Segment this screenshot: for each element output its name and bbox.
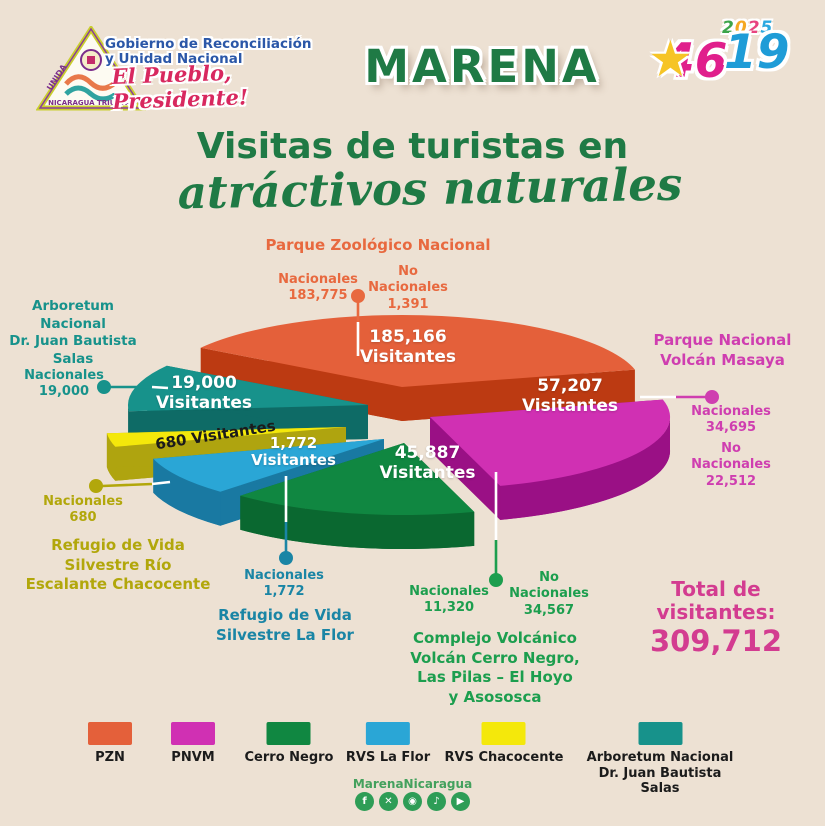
pie-slice-pnvm (430, 399, 671, 520)
legend-item-laflor: RVS La Flor (346, 722, 430, 766)
government-emblem: UNIDA NICARAGUA TRIUNFA! (36, 26, 146, 111)
pie-slice-cerro-negro (240, 443, 475, 550)
emblem-sun-core (87, 56, 95, 64)
emblem-wave-orange (64, 74, 118, 91)
legend-label-arboretum: Arboretum Nacional Dr. Juan Bautista Sal… (586, 750, 734, 797)
legend-swatch-laflor (365, 722, 410, 745)
social-handle: MarenaNicaragua (352, 777, 473, 791)
legend-item-pnvm: PNVM (171, 722, 215, 766)
legend-swatch-chacocente (481, 722, 526, 745)
emblem-triangle-inner (38, 27, 144, 109)
instagram-icon[interactable]: ◉ (403, 792, 422, 811)
government-name: Gobierno de Reconciliación y Unidad Naci… (105, 36, 335, 68)
callout-rvs-chacocente (89, 479, 171, 493)
callout-dot-pzn (351, 289, 365, 303)
star-icon: ★ (648, 30, 693, 88)
label-laflor-visitors: 1,772 Visitantes (251, 434, 336, 470)
label-laflor-nacionales: Nacionales 1,772 (244, 568, 324, 600)
label-cerro-nacionales: Nacionales 11,320 (409, 584, 489, 616)
callout-pzn (351, 289, 365, 356)
legend-swatch-pnvm (171, 722, 215, 745)
legend-swatch-pzn (88, 722, 132, 745)
callout-dot-rvs-chacocente (89, 479, 103, 493)
facebook-icon[interactable]: f (355, 792, 374, 811)
label-laflor-park: Refugio de Vida Silvestre La Flor (216, 606, 354, 644)
legend-label-laflor: RVS La Flor (345, 750, 431, 765)
label-arboretum-nacionales: Nacionales 19,000 (24, 368, 104, 400)
legend-label-chacocente: RVS Chacocente (444, 750, 564, 765)
legend-swatch-arboretum (638, 722, 682, 745)
year-digit-3: 2 (747, 18, 761, 38)
page-title-line1: Visitas de turistas en (196, 126, 629, 167)
label-pnvm-park: Parque Nacional Volcán Masaya (653, 331, 792, 369)
emblem-wave-teal (64, 85, 118, 102)
government-line1: Gobierno de Reconciliación (105, 36, 312, 52)
year-digit-2: 0 (734, 18, 748, 38)
anniversary-19: 19 (724, 25, 790, 80)
x-icon[interactable]: ✕ (379, 792, 398, 811)
legend-item-chacocente: RVS Chacocente (444, 722, 564, 766)
label-arboretum-park: Arboretum Nacional Dr. Juan Bautista Sal… (9, 298, 137, 367)
callout-dot-cerro-negro (489, 573, 503, 587)
label-pzn-visitors: 185,166 Visitantes (359, 327, 457, 367)
tiktok-icon[interactable]: ♪ (427, 792, 446, 811)
anniversary-logo: 2025 46 19 ★ (648, 16, 813, 111)
legend-label-pnvm: PNVM (171, 750, 215, 765)
label-chacocente-nacionales: Nacionales 680 (43, 494, 123, 526)
government-line2: y Unidad Nacional (105, 51, 243, 68)
label-arboretum-visitors: 19,000 Visitantes (155, 373, 253, 413)
emblem-banner-text: NICARAGUA TRIUNFA! (48, 99, 134, 107)
label-chacocente-park: Refugio de Vida Silvestre Río Escalante … (25, 536, 211, 593)
callout-cerro-negro (489, 472, 503, 587)
label-pzn-no-nacionales: No Nacionales 1,391 (368, 264, 448, 312)
legend-label-cerro: Cerro Negro (244, 750, 334, 765)
callout-dot-arboretum (97, 380, 111, 394)
anniversary-year: 2025 (722, 18, 773, 38)
youtube-icon[interactable]: ▶ (451, 792, 470, 811)
legend-label-pzn: PZN (95, 750, 125, 765)
label-pnvm-visitors: 57,207 Visitantes (521, 376, 619, 416)
label-pnvm-nacionales: Nacionales 34,695 (691, 404, 771, 436)
callout-dot-rvs-la-flor (279, 551, 293, 565)
social-icons: f ✕ ◉ ♪ ▶ (0, 792, 825, 811)
total-visitors-value: 309,712 (649, 624, 783, 658)
label-pnvm-no-nacionales: No Nacionales 22,512 (691, 441, 771, 489)
label-cerro-park: Complejo Volcánico Volcán Cerro Negro, L… (410, 629, 580, 706)
callout-pnvm (640, 390, 719, 404)
legend-item-pzn: PZN (88, 722, 132, 766)
label-cerro-no-nacionales: No Nacionales 34,567 (509, 570, 589, 618)
callout-dot-pnvm (705, 390, 719, 404)
callout-arboretum (97, 380, 169, 394)
year-digit-1: 2 (722, 18, 735, 38)
label-pzn-park: Parque Zoológico Nacional (265, 236, 491, 254)
callout-rvs-la-flor (279, 476, 293, 565)
total-visitors-title: Total de visitantes: (656, 577, 776, 624)
year-digit-4: 5 (760, 18, 774, 38)
label-pzn-nacionales: Nacionales 183,775 (278, 272, 358, 304)
legend-item-arboretum: Arboretum Nacional Dr. Juan Bautista Sal… (578, 722, 743, 797)
app-title: MARENA (364, 40, 600, 93)
anniversary-46: 46 (662, 34, 728, 89)
legend-item-cerro: Cerro Negro (244, 722, 334, 766)
legend-swatch-cerro (266, 722, 311, 745)
label-cerro-visitors: 45,887 Visitantes (379, 443, 476, 483)
